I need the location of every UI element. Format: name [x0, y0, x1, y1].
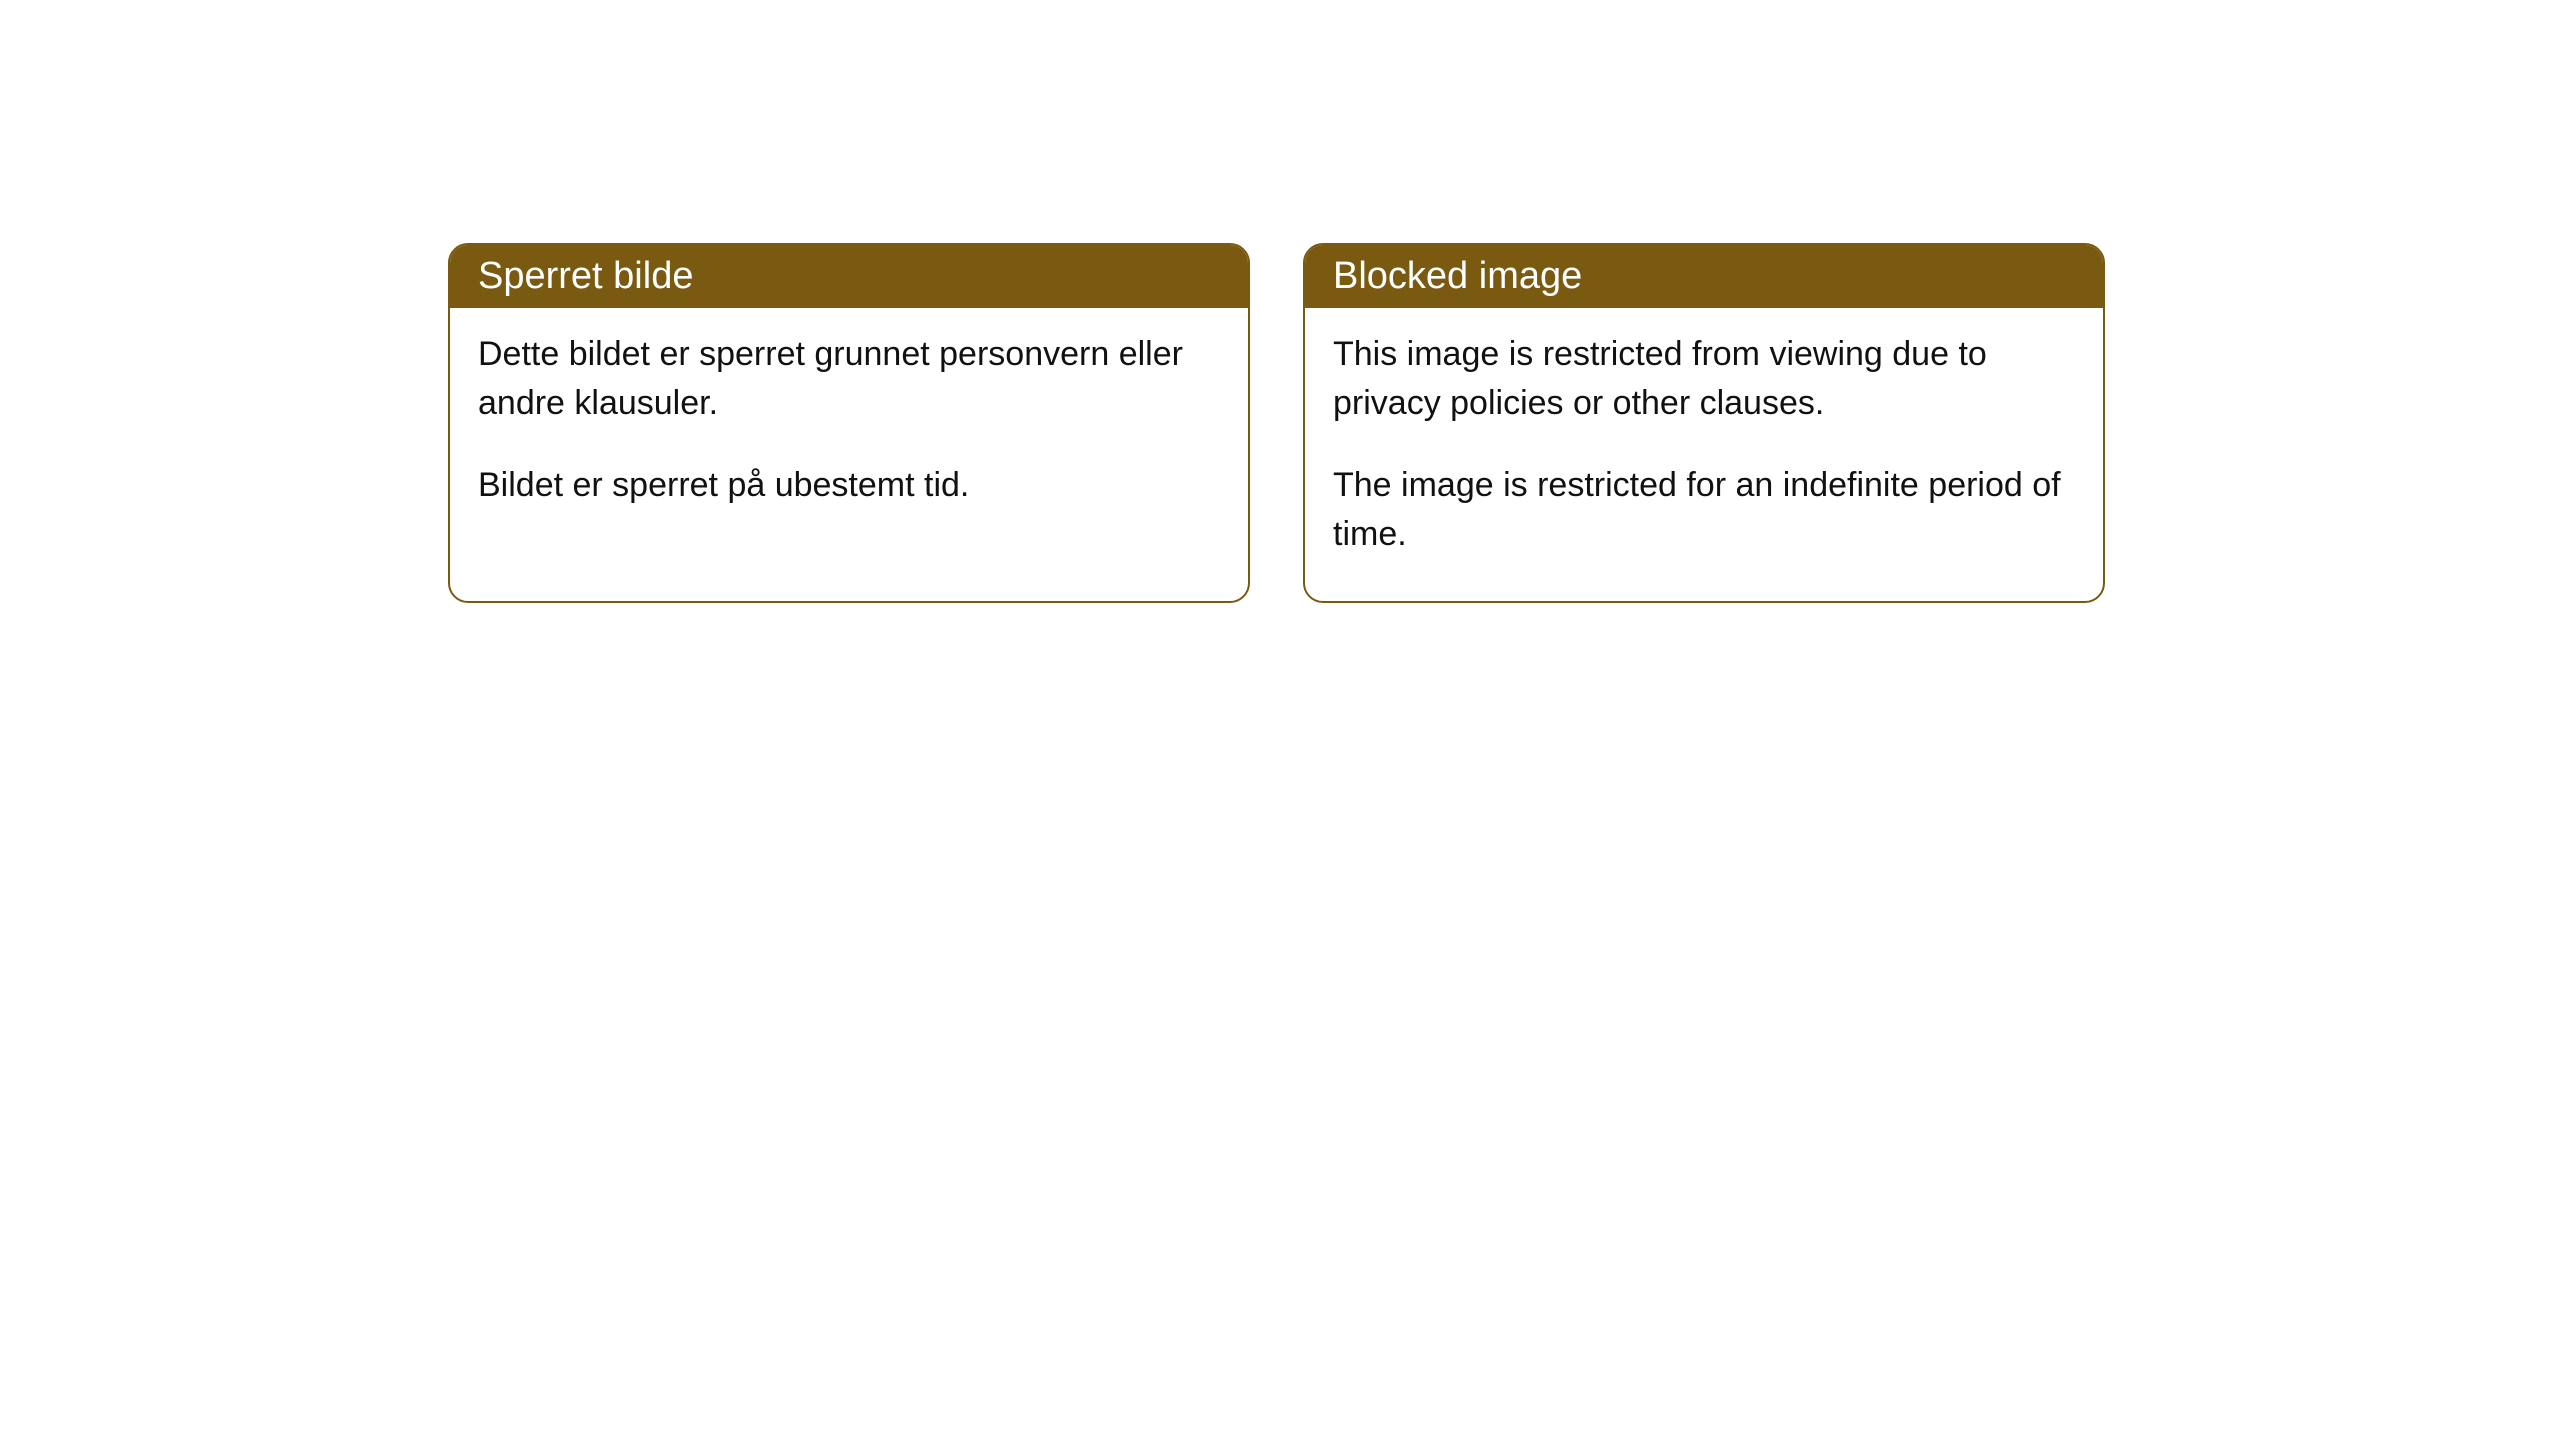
notice-card-english: Blocked image This image is restricted f… — [1303, 243, 2105, 603]
notice-card-norwegian: Sperret bilde Dette bildet er sperret gr… — [448, 243, 1250, 603]
card-body: Dette bildet er sperret grunnet personve… — [450, 308, 1248, 552]
card-body: This image is restricted from viewing du… — [1305, 308, 2103, 601]
card-header: Blocked image — [1305, 245, 2103, 308]
card-paragraph: The image is restricted for an indefinit… — [1333, 461, 2075, 560]
card-paragraph: Bildet er sperret på ubestemt tid. — [478, 461, 1220, 510]
card-paragraph: Dette bildet er sperret grunnet personve… — [478, 330, 1220, 429]
card-header: Sperret bilde — [450, 245, 1248, 308]
notice-cards-container: Sperret bilde Dette bildet er sperret gr… — [448, 243, 2105, 603]
card-paragraph: This image is restricted from viewing du… — [1333, 330, 2075, 429]
